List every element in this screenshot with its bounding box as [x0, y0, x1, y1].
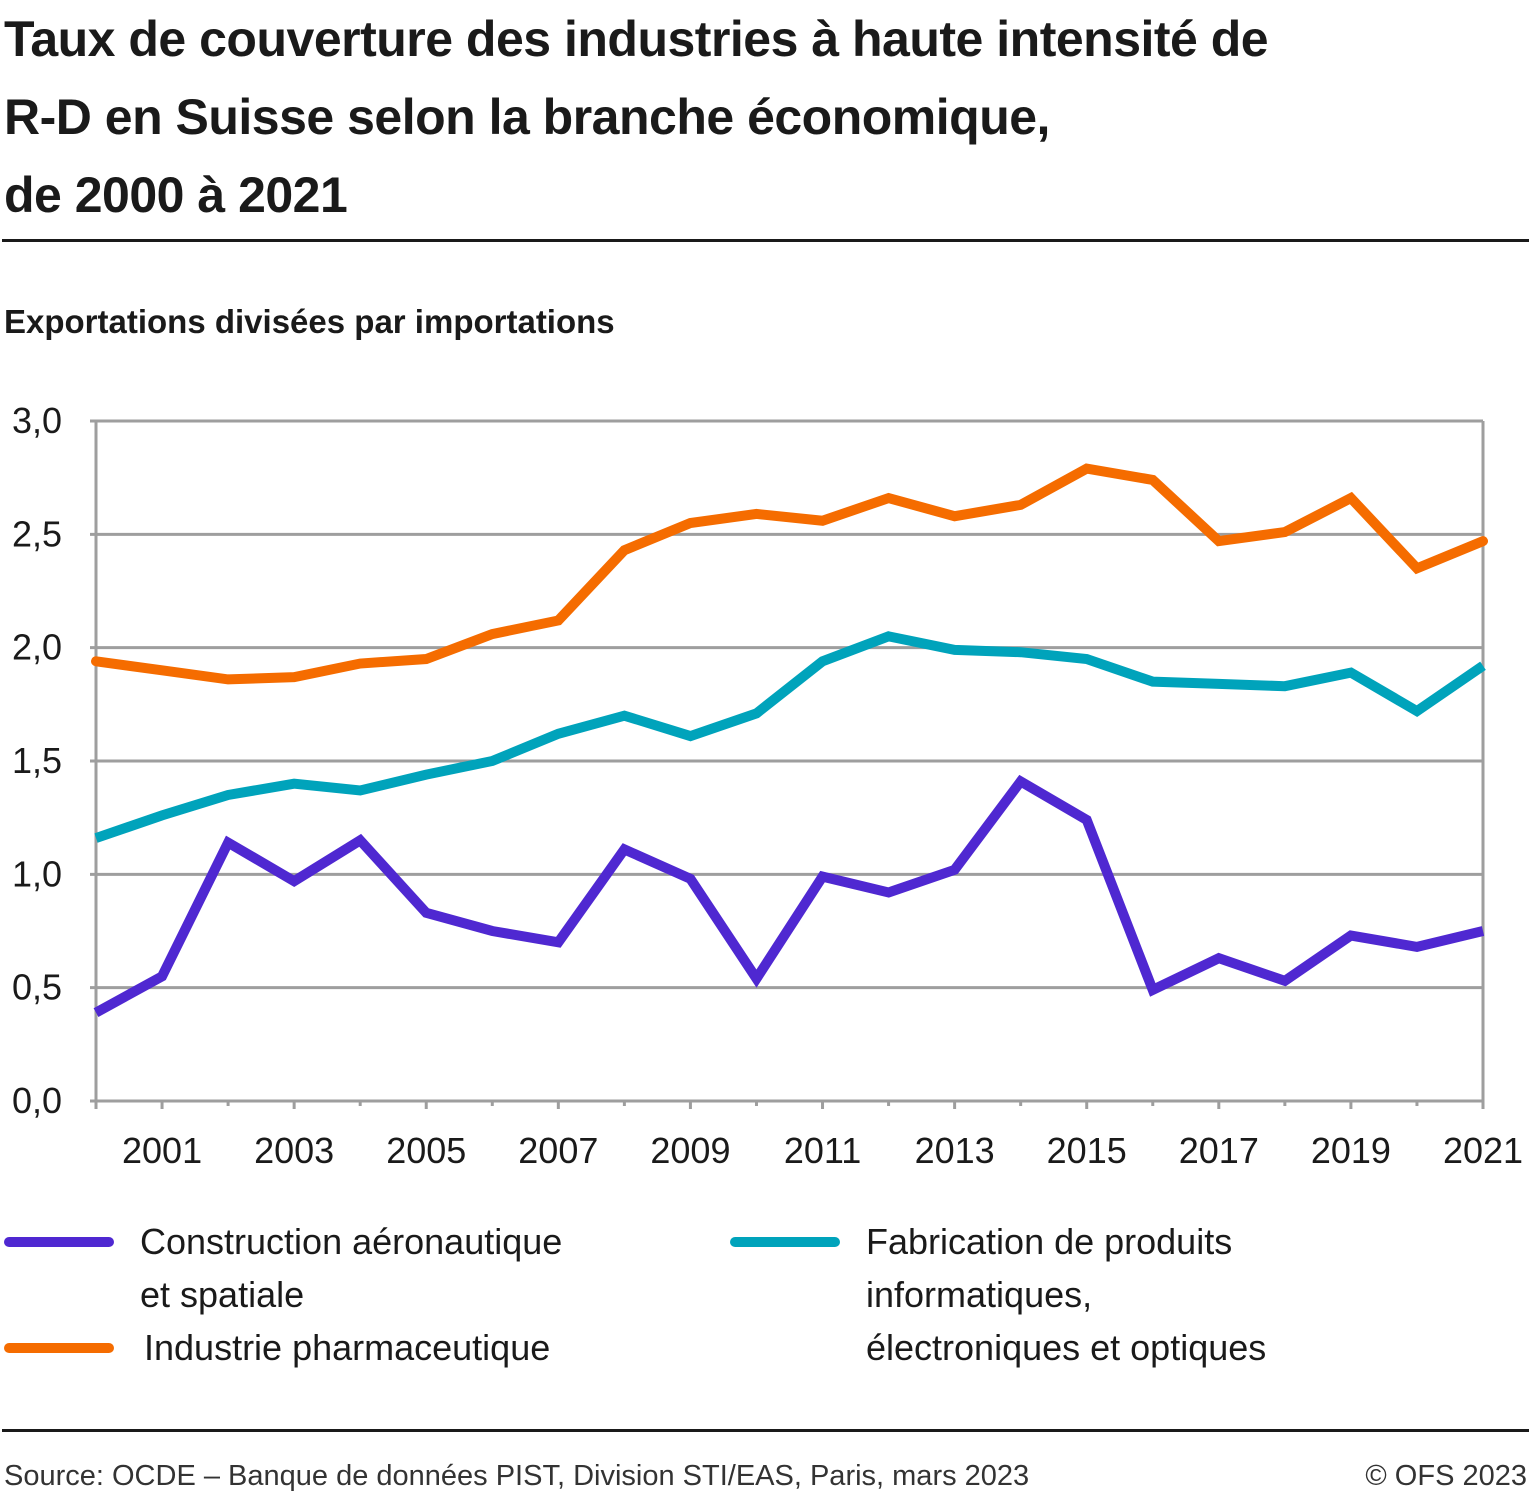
- x-tick-label: 2001: [122, 1130, 202, 1171]
- series-line-aerospace: [93, 774, 1485, 1017]
- x-tick-label: 2009: [650, 1130, 730, 1171]
- chart-title-line-2: R-D en Suisse selon la branche économiqu…: [4, 89, 1050, 145]
- line-chart: 0,00,51,01,52,02,53,0 2001 2003 2005 2007 20…: [12, 400, 1523, 1171]
- legend-label-pharma: Industrie pharmaceutique: [144, 1327, 551, 1368]
- legend-swatch-electronics: [730, 1237, 840, 1247]
- gridlines: [90, 419, 1483, 1103]
- legend-label-aerospace: Construction aéronautique et spatiale: [140, 1221, 563, 1315]
- y-axis-title: Exportations divisées par importations: [4, 303, 615, 340]
- y-tick-label: 3,0: [12, 400, 62, 441]
- footer-divider: [2, 1429, 1529, 1432]
- x-tick-label: 2017: [1179, 1130, 1259, 1171]
- y-tick-label: 1,0: [12, 853, 62, 894]
- y-tick-label: 0,0: [12, 1080, 62, 1121]
- x-tick-label: 2019: [1311, 1130, 1391, 1171]
- chart-title-line-3: de 2000 à 2021: [4, 167, 348, 223]
- y-tick-label: 2,0: [12, 627, 62, 668]
- x-tick-label: 2011: [784, 1130, 861, 1171]
- y-axis-ticks: 0,0 0,5 1,0 1,5 2,0 2,5 3,0: [12, 400, 62, 1121]
- series-line-electronics: [94, 631, 1486, 843]
- copyright: © OFS 2023: [1365, 1460, 1527, 1492]
- title-divider: [2, 239, 1529, 242]
- x-tick-label: 2015: [1047, 1130, 1127, 1171]
- x-tick-label: 2005: [386, 1130, 466, 1171]
- series-lines: [91, 463, 1488, 1017]
- legend: Construction aéronautique et spatiale In…: [0, 1215, 1531, 1385]
- legend-item-aerospace: Construction aéronautique et spatiale: [4, 1215, 562, 1321]
- legend-item-electronics: Fabrication de produits informatiques, é…: [730, 1215, 1266, 1374]
- chart-title-line-1: Taux de couverture des industries à haut…: [4, 11, 1269, 67]
- chart-title: Taux de couverture des industries à haut…: [4, 0, 1524, 234]
- source-note: Source: OCDE – Banque de données PIST, D…: [4, 1460, 1030, 1492]
- legend-label-electronics: Fabrication de produits informatiques, é…: [866, 1221, 1267, 1368]
- legend-swatch-aerospace: [4, 1237, 114, 1247]
- axes: [94, 421, 1485, 1109]
- legend-swatch-pharma: [4, 1343, 114, 1353]
- x-tick-label: 2007: [518, 1130, 598, 1171]
- y-tick-label: 2,5: [12, 513, 62, 554]
- x-axis-ticks: 2001 2003 2005 2007 2009 2011 2013 2015 2017 2019…: [94, 1101, 1523, 1171]
- x-tick-label: 2003: [254, 1130, 334, 1171]
- y-tick-label: 0,5: [12, 967, 62, 1008]
- x-tick-label: 2013: [915, 1130, 995, 1171]
- x-tick-label: 2021: [1443, 1130, 1523, 1171]
- series-line-pharma: [91, 463, 1488, 685]
- legend-item-pharma: Industrie pharmaceutique: [4, 1321, 550, 1374]
- y-tick-label: 1,5: [12, 740, 62, 781]
